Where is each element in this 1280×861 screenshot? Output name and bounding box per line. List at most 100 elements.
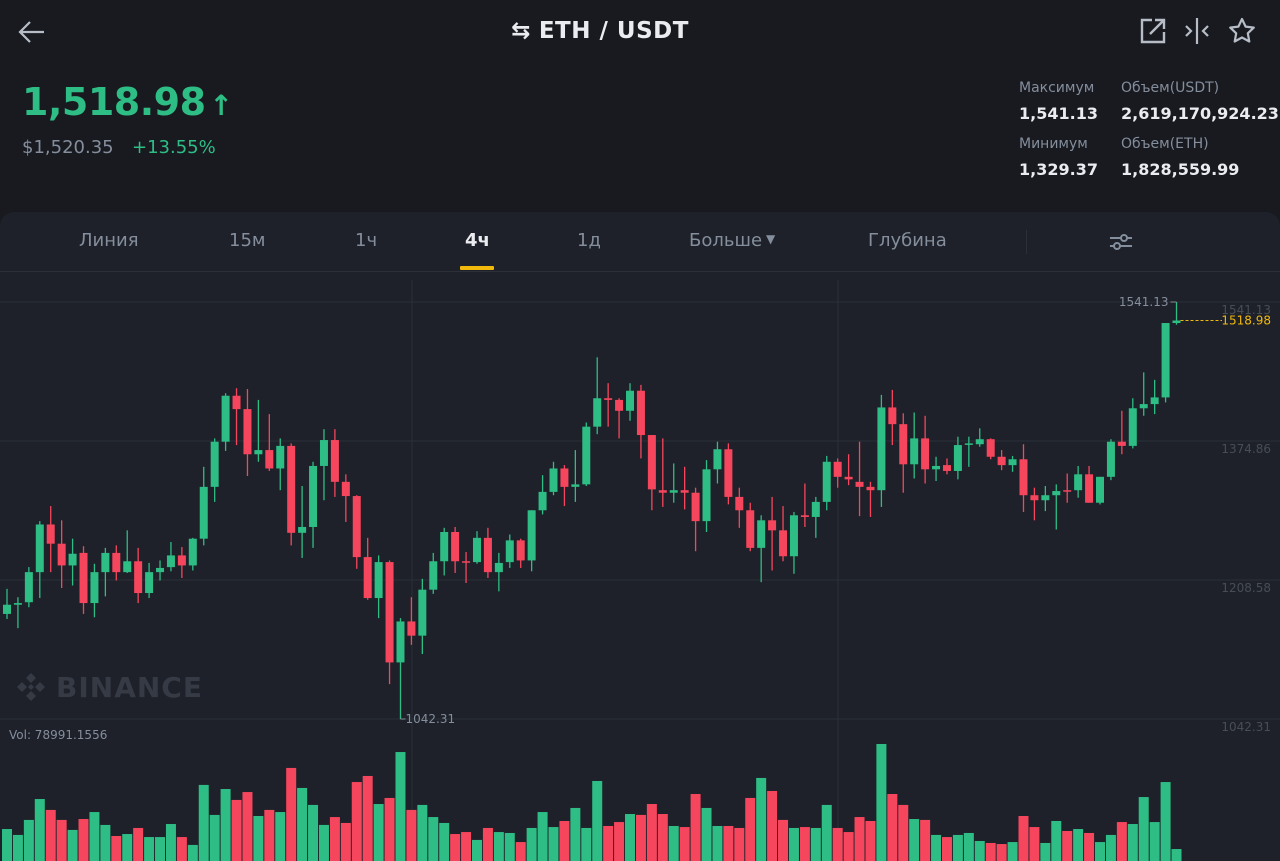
volume-bar [996,844,1007,861]
volume-bar [635,814,646,861]
candle-body [669,490,678,493]
candle-body [1074,474,1083,491]
volume-bar [734,827,745,861]
compare-icon [1185,18,1209,44]
volume-bar [165,824,176,861]
pair-selector[interactable]: ⇆ ETH / USDT [0,18,1200,44]
volume-bar [1051,820,1062,861]
volume-label: Vol: 78991.1556 [9,728,108,742]
stat-high-value: 1,541.13 [1019,104,1098,123]
volume-bar [1105,834,1116,861]
tab-1h[interactable]: 1ч [355,230,378,251]
candle-body [549,468,558,492]
candle-body [735,496,744,511]
candle-body [975,439,984,445]
volume-bar [461,832,472,861]
volume-bar [286,767,297,861]
candle-body [341,481,350,497]
volume-bar [537,812,548,861]
candle-body [472,537,481,563]
volume-bar [515,842,526,861]
candle-body [899,424,908,465]
candle-body [757,520,766,548]
volume-bar [362,775,373,861]
chart-settings-button[interactable] [1108,230,1134,254]
volume-bar [351,782,362,861]
candle-body [57,543,66,566]
volume-bar [1127,824,1138,861]
volume-bar [428,817,439,861]
candle-body [123,561,132,573]
volume-bar [701,807,712,861]
volume-bar [909,819,920,861]
tab-depth[interactable]: Глубина [868,230,947,251]
candlestick-chart[interactable]: 1541.13 1374.86 1208.58 1042.31 1541.13 1042.… [0,272,1280,861]
binance-watermark: BINANCE [14,670,203,704]
candle-body [1161,323,1170,398]
candle-body [779,530,788,557]
candle-body [713,449,722,470]
volume-bar [482,827,493,861]
arrow-up-icon: ↑ [209,89,233,122]
volume-bar [668,825,679,861]
candle-body [68,553,77,566]
stat-volume-usdt-value: 2,619,170,924.23 [1121,104,1279,123]
candle-body [1117,441,1126,446]
candle-body [254,450,263,455]
candle-body [1019,459,1028,496]
candle-body [385,562,394,663]
back-button[interactable] [16,16,48,48]
volume-bar [471,839,482,861]
stat-volume-usdt-label: Объем(USDT) [1121,80,1220,96]
volume-bar [23,819,34,861]
candle-body [319,440,328,466]
volume-bar [876,744,887,861]
sliders-icon [1110,234,1132,250]
candle-body [298,526,307,533]
last-price-label: 1518.98 [1221,314,1271,328]
tab-15m[interactable]: 15м [229,230,266,251]
volume-bar [1062,830,1073,861]
candle-body [440,532,449,562]
volume-bar [187,844,198,861]
volume-bar [133,827,144,861]
candle-body [527,510,536,561]
candle-body [483,537,492,573]
compare-button[interactable] [1182,16,1212,46]
volume-bar [745,797,756,861]
candle-body [188,538,197,566]
tab-4h[interactable]: 4ч [465,230,490,251]
chart-panel [0,212,1280,861]
volume-bar [1160,782,1171,861]
candle-body [134,561,143,594]
candle-body [1041,495,1050,501]
volume-bar [450,834,461,861]
candle-body [1063,490,1072,492]
tab-line[interactable]: Линия [79,230,139,251]
candle-body [210,441,219,487]
stat-low-value: 1,329.37 [1019,160,1098,179]
volume-bar [34,799,45,861]
volume-bar [614,822,625,861]
favorite-button[interactable] [1227,16,1257,46]
volume-bar [504,832,515,861]
candle-body [932,465,941,470]
tab-more[interactable]: Больше ▼ [689,230,775,251]
volume-bar [56,819,67,861]
candle-body [462,561,471,563]
volume-bar [155,837,166,861]
volume-bar [12,834,23,861]
volume-bar [559,820,570,861]
candle-body [35,524,44,573]
volume-bar [963,832,974,861]
tab-divider [1026,230,1027,254]
external-link-button[interactable] [1138,16,1168,46]
volume-bar [974,840,985,861]
caret-down-icon: ▼ [766,232,776,246]
candle-body [702,469,711,522]
last-price: 1,518.98 ↑ [22,80,233,124]
stat-low-label: Минимум [1019,136,1088,152]
volume-bar [548,827,559,861]
tab-1d[interactable]: 1д [577,230,601,251]
candle-body [352,496,361,558]
